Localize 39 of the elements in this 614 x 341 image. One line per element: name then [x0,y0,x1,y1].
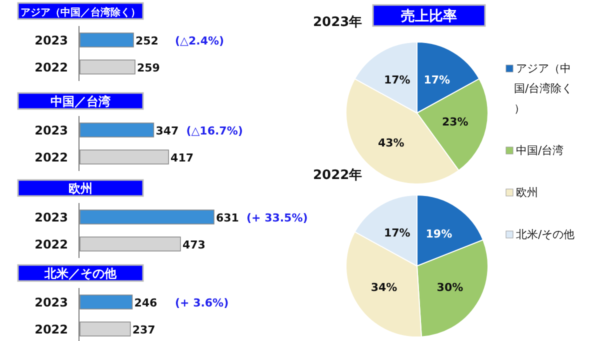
text: (+ 3.6%) [175,296,229,310]
chart-title: アジア（中国／台湾除く） [20,7,140,18]
chart-subtitle: 2023年 [313,15,362,30]
data-label: 252 [136,34,158,48]
chart-title: 北米／その他 [44,266,116,280]
data-label: 19% [426,228,452,241]
chart-title: 売上比率 [401,8,457,25]
y-tick-label: 2023 [34,210,68,224]
data-label: 631 [216,212,239,224]
data-label: 237 [132,324,156,336]
data-label: 246 [134,296,158,310]
text: (+ 33.5%) [246,212,308,224]
legend-label: 中国/台湾 [516,144,564,157]
y-tick-label: 2022 [34,238,68,252]
legend-label: 欧州 [516,186,538,199]
chart-title: 欧州 [68,181,92,196]
chart-title: 中国／台湾 [50,94,110,108]
data-label: 34% [370,280,398,294]
y-tick-label: 2023 [34,296,68,310]
y-tick-label: 2022 [34,322,68,336]
data-label: 347 [156,124,179,138]
data-label: 43% [378,136,404,150]
data-label: 23% [442,116,468,129]
y-tick-label: 2022 [34,60,68,74]
data-label: 17% [424,73,450,86]
chart-title: 2022年 [313,168,362,183]
legend-label: 北米/その他 [516,228,575,241]
y-tick-label: 2023 [34,124,68,138]
data-label: 417 [170,152,194,164]
data-label: 30% [436,280,464,294]
y-tick-label: 2022 [34,150,68,164]
data-label: 473 [182,238,206,252]
data-label: 259 [137,62,160,74]
text: (△2.4%) [175,34,224,48]
text: (△16.7%) [186,124,243,138]
data-label: 17% [384,73,410,86]
data-label: 17% [384,226,410,240]
y-tick-label: 2023 [34,34,68,48]
legend-label: アジア（中国/台湾除く） [514,62,573,115]
